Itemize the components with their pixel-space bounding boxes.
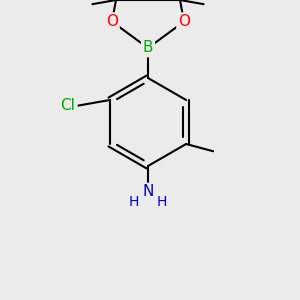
Text: O: O [106, 14, 118, 29]
Text: H: H [157, 195, 167, 209]
Text: O: O [178, 14, 190, 29]
Text: Cl: Cl [61, 98, 75, 113]
Text: B: B [143, 40, 153, 56]
Text: N: N [142, 184, 154, 200]
Text: H: H [129, 195, 139, 209]
